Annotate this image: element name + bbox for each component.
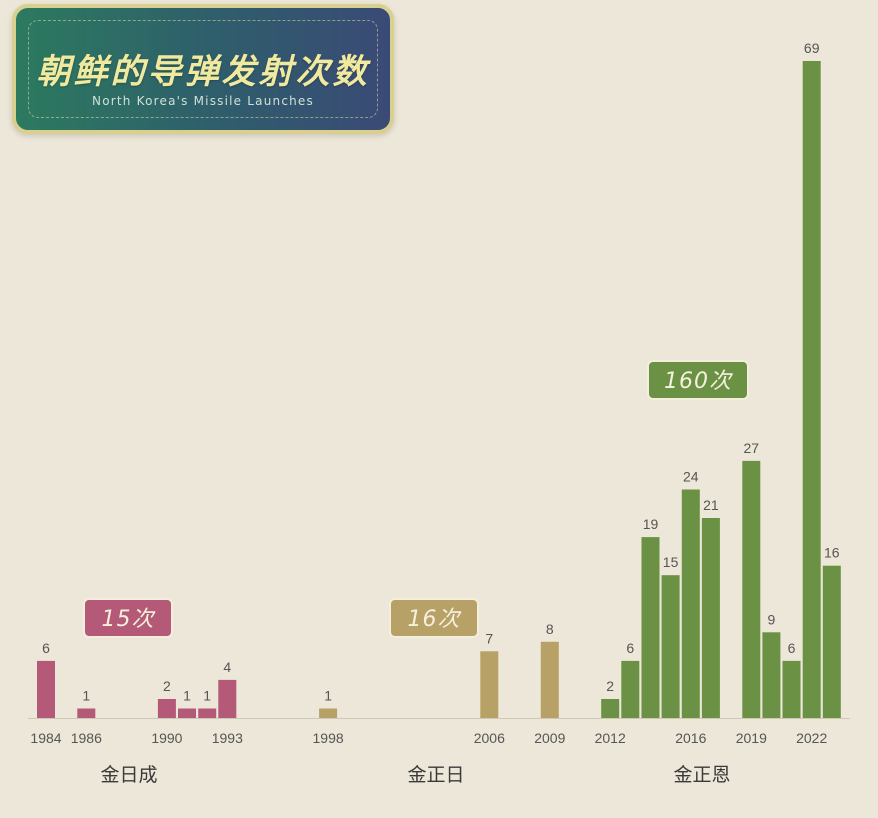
value-label-2015: 15	[663, 554, 679, 570]
tick-label-2006: 2006	[474, 730, 505, 746]
bar-2016	[681, 489, 700, 718]
tick-label-1984: 1984	[30, 730, 61, 746]
value-label-2016: 24	[683, 469, 699, 485]
bar-1998	[319, 708, 338, 718]
value-label-1990: 2	[163, 678, 171, 694]
total-badge-label-2: 160次	[664, 369, 734, 394]
chart-title: 朝鲜的导弹发射次数	[36, 52, 370, 92]
title-card: 朝鲜的导弹发射次数 North Korea's Missile Launches	[12, 4, 394, 134]
tick-label-2016: 2016	[675, 730, 706, 746]
tick-label-2022: 2022	[796, 730, 827, 746]
bar-1990	[157, 699, 176, 718]
leader-label-0: 金日成	[100, 764, 157, 786]
value-label-2013: 6	[626, 640, 634, 656]
value-label-2023: 16	[824, 545, 840, 561]
bar-1984	[37, 660, 55, 718]
tick-label-2019: 2019	[736, 730, 767, 746]
value-label-2012: 2	[606, 678, 614, 694]
value-label-1991: 1	[183, 688, 191, 704]
bar-1992	[198, 708, 217, 718]
total-badge-label-0: 15次	[102, 607, 157, 632]
bar-2006	[480, 651, 499, 718]
value-label-1984: 6	[42, 640, 50, 656]
bar-2020	[762, 632, 781, 718]
value-label-2022: 69	[804, 40, 820, 56]
value-label-2019: 27	[744, 440, 760, 456]
total-badges-layer: 15次 16次 160次	[83, 360, 749, 638]
bar-1986	[77, 708, 96, 718]
value-label-2020: 9	[768, 611, 776, 627]
bar-2017	[701, 518, 720, 718]
value-label-1993: 4	[223, 659, 231, 675]
bars-layer	[37, 61, 841, 718]
tick-label-1990: 1990	[151, 730, 182, 746]
value-label-1986: 1	[82, 688, 90, 704]
value-label-1998: 1	[324, 688, 332, 704]
tick-label-2009: 2009	[534, 730, 565, 746]
bar-2014	[641, 537, 660, 718]
value-label-2006: 7	[485, 630, 493, 646]
title-card-frame	[28, 20, 378, 118]
bar-1991	[178, 708, 196, 718]
value-label-2021: 6	[788, 640, 796, 656]
value-label-2017: 21	[703, 497, 719, 513]
tick-label-2012: 2012	[595, 730, 626, 746]
total-badge-1	[389, 598, 479, 638]
bar-1993	[218, 679, 237, 718]
bar-2023	[822, 565, 841, 718]
bar-2022	[802, 61, 821, 718]
bar-2019	[742, 460, 761, 718]
leader-labels-layer: 金日成 金正日 金正恩	[100, 764, 730, 786]
tick-label-1993: 1993	[212, 730, 243, 746]
tick-label-1998: 1998	[313, 730, 344, 746]
value-label-1992: 1	[203, 688, 211, 704]
chart-subtitle: North Korea's Missile Launches	[92, 94, 314, 108]
tick-label-1986: 1986	[71, 730, 102, 746]
tick-labels-layer: 1984 1986 1990 1993 1998 2006 2009 2012 2016 2019…	[30, 730, 827, 746]
value-label-2009: 8	[546, 621, 554, 637]
leader-label-1: 金正日	[407, 764, 464, 786]
bar-2012	[601, 699, 620, 718]
bar-2013	[621, 660, 640, 718]
bar-2021	[782, 660, 801, 718]
bar-2009	[540, 641, 559, 718]
total-badge-2	[647, 360, 749, 400]
value-label-2014: 19	[643, 516, 659, 532]
total-badge-0	[83, 598, 173, 638]
leader-label-2: 金正恩	[673, 764, 730, 786]
bar-2015	[661, 575, 680, 718]
total-badge-label-1: 16次	[408, 607, 463, 632]
